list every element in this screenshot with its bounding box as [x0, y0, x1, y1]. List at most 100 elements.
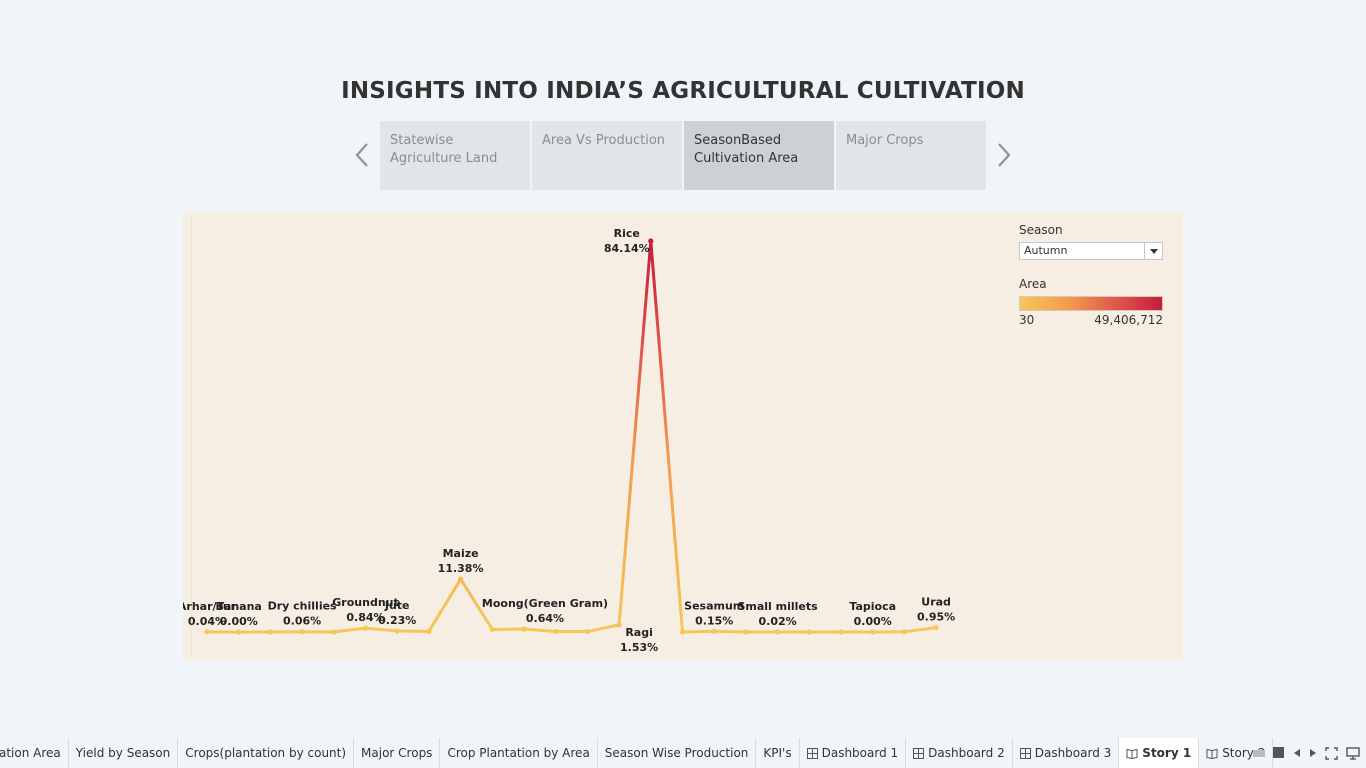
- story-icon: [1206, 748, 1218, 759]
- crop-share-label: 0.02%: [759, 615, 797, 628]
- sheet-tab[interactable]: Story 1: [1119, 738, 1200, 768]
- next-story-point-button[interactable]: [994, 140, 1014, 170]
- sheet-tab-label: Dashboard 2: [928, 746, 1005, 760]
- filmstrip-view-icon[interactable]: [1253, 748, 1265, 758]
- sheet-tab-label: KPI's: [763, 746, 792, 760]
- data-point[interactable]: [521, 626, 527, 632]
- data-point[interactable]: [584, 628, 590, 635]
- data-point[interactable]: [204, 629, 210, 635]
- sheet-tab-label: Story 1: [1142, 746, 1192, 760]
- story-point-area-vs-production[interactable]: Area Vs Production: [532, 121, 682, 190]
- sheet-tab-label: ation Area: [0, 746, 61, 760]
- scroll-right-icon[interactable]: [1309, 749, 1317, 757]
- area-share-line[interactable]: [206, 239, 937, 634]
- data-point[interactable]: [775, 629, 781, 635]
- sheet-tab[interactable]: Major Crops: [354, 738, 441, 768]
- chevron-left-icon: [355, 143, 368, 167]
- crop-name-label: Sesamum: [684, 599, 744, 612]
- crop-name-label: Tapioca: [849, 600, 896, 613]
- sheet-tab-label: Major Crops: [361, 746, 433, 760]
- crop-name-label: Ragi: [625, 626, 653, 639]
- sheet-tab[interactable]: ation Area: [0, 738, 69, 768]
- story-point-statewise[interactable]: Statewise Agriculture Land: [380, 121, 530, 190]
- crop-share-label: 84.14%: [604, 242, 650, 255]
- sheet-tab[interactable]: Dashboard 2: [906, 738, 1013, 768]
- data-point[interactable]: [648, 238, 654, 244]
- sheet-tab[interactable]: Crop Plantation by Area: [440, 738, 598, 768]
- data-point[interactable]: [711, 628, 717, 634]
- sheet-tab-label: Dashboard 1: [821, 746, 899, 760]
- season-filter-title: Season: [1019, 223, 1063, 237]
- sheet-tab-label: Crop Plantation by Area: [447, 746, 590, 760]
- crop-share-label: 0.64%: [526, 612, 564, 625]
- crop-share-label: 0.00%: [854, 615, 892, 628]
- tab-view-icon[interactable]: [1273, 747, 1285, 759]
- data-point[interactable]: [901, 629, 908, 635]
- chevron-right-icon: [998, 143, 1011, 167]
- sheet-tab-label: Yield by Season: [75, 746, 171, 760]
- season-filter-value: Autumn: [1024, 244, 1068, 257]
- data-point[interactable]: [870, 629, 876, 635]
- story-title: INSIGHTS INTO INDIA’S AGRICULTURAL CULTI…: [341, 78, 1025, 104]
- dropdown-arrow-icon[interactable]: [1144, 243, 1162, 259]
- data-point[interactable]: [331, 629, 337, 635]
- data-point[interactable]: [553, 628, 559, 635]
- crop-share-label: 0.04%: [188, 615, 226, 628]
- crop-name-label: Arhar/Tur: [183, 600, 237, 613]
- story-point-navigator: Statewise Agriculture Land Area Vs Produ…: [380, 121, 986, 190]
- data-point[interactable]: [679, 629, 686, 635]
- dashboard-icon: [1019, 747, 1031, 759]
- area-legend-min: 30: [1019, 313, 1035, 327]
- data-point[interactable]: [362, 625, 369, 631]
- story-point-major-crops[interactable]: Major Crops: [836, 121, 986, 190]
- season-filter-dropdown[interactable]: Autumn: [1019, 242, 1163, 260]
- data-point[interactable]: [933, 624, 939, 631]
- data-point[interactable]: [743, 629, 749, 635]
- data-point[interactable]: [616, 622, 622, 628]
- data-point[interactable]: [458, 576, 464, 582]
- area-legend-title: Area: [1019, 277, 1047, 291]
- dashboard-icon: [806, 747, 818, 759]
- crop-share-label: 0.06%: [283, 615, 321, 628]
- crop-name-label: Banana: [216, 600, 262, 613]
- line-chart[interactable]: Arhar/Tur 0.04% Banana 0.00% Dry chillies 0.0…: [183, 211, 1183, 661]
- data-point[interactable]: [299, 629, 305, 635]
- season-area-chart-panel: Arhar/Tur 0.04% Banana 0.00% Dry chillies 0.0…: [183, 211, 1183, 661]
- crop-name-label: Small millets: [737, 600, 818, 613]
- crop-share-label: 0.23%: [378, 614, 416, 627]
- data-point[interactable]: [806, 629, 812, 635]
- crop-name-label: Groundnut: [332, 596, 398, 609]
- crop-name-label: Maize: [443, 547, 479, 560]
- previous-story-point-button[interactable]: [352, 140, 372, 170]
- data-point[interactable]: [394, 628, 400, 634]
- story-icon: [1126, 748, 1138, 759]
- crop-share-label: 0.95%: [917, 611, 955, 624]
- area-legend-max: 49,406,712: [1094, 313, 1163, 327]
- data-point[interactable]: [838, 629, 844, 635]
- data-point[interactable]: [267, 629, 273, 635]
- sheet-tab[interactable]: Yield by Season: [69, 738, 179, 768]
- fullscreen-icon[interactable]: [1325, 746, 1338, 760]
- crop-share-label: 0.84%: [346, 611, 384, 624]
- crop-share-label: 0.15%: [695, 614, 733, 627]
- sheet-tab-bar: ation Area Yield by Season Crops(plantatio…: [0, 738, 1366, 768]
- presentation-icon[interactable]: [1346, 746, 1360, 760]
- sheet-tab[interactable]: KPI's: [756, 738, 800, 768]
- crop-name-label: Dry chillies: [268, 600, 337, 613]
- crop-share-label: 0.00%: [220, 615, 258, 628]
- data-point[interactable]: [489, 626, 495, 633]
- sheet-tab[interactable]: Season Wise Production: [598, 738, 757, 768]
- data-point[interactable]: [426, 628, 432, 635]
- crop-name-label: Jute: [384, 599, 410, 612]
- crop-share-label: 11.38%: [438, 562, 484, 575]
- story-point-season-based[interactable]: SeasonBased Cultivation Area: [684, 121, 834, 190]
- sheet-tab-label: Crops(plantation by count): [185, 746, 347, 760]
- sheet-tab[interactable]: Dashboard 1: [800, 738, 907, 768]
- scroll-left-icon[interactable]: [1293, 749, 1301, 757]
- sheet-tab[interactable]: Dashboard 3: [1013, 738, 1120, 768]
- sheet-tab[interactable]: Crops(plantation by count): [178, 738, 355, 768]
- dashboard-icon: [913, 747, 925, 759]
- sheet-tab-label: Season Wise Production: [604, 746, 749, 760]
- data-point[interactable]: [236, 629, 242, 635]
- crop-share-label: 1.53%: [620, 641, 658, 654]
